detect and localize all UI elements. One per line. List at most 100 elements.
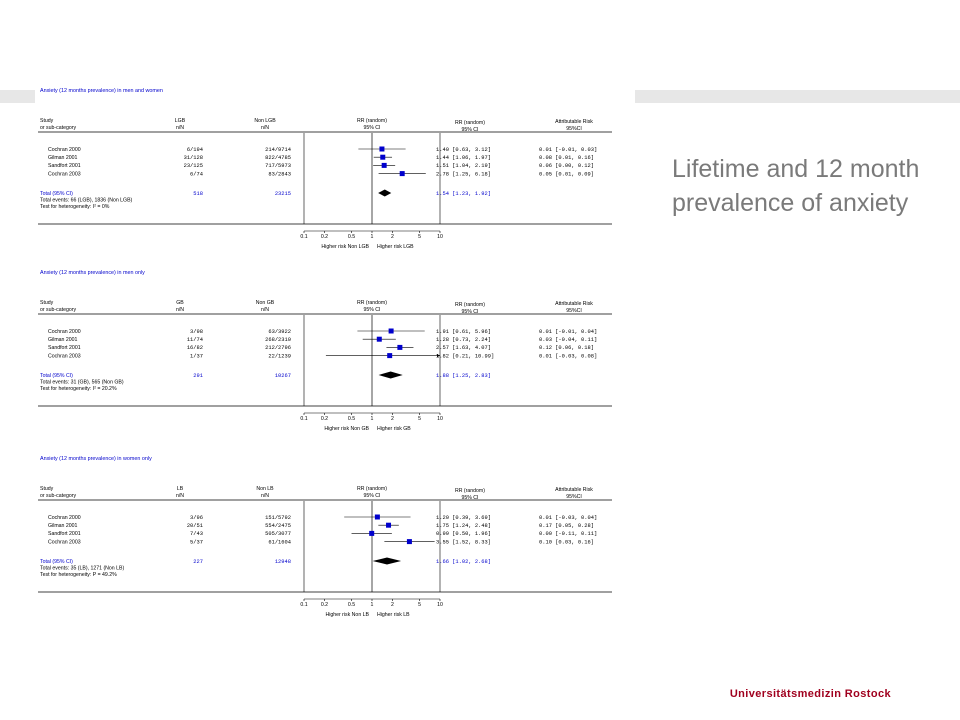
forest-3-study-group: 3/96 [190,515,203,521]
forest-1-study-group: 31/128 [184,155,203,161]
forest-3-study-point [369,530,375,536]
forest-2-study-rr-text: 1.82 [0.21, 10.99] [436,353,494,359]
forest-1-study-rr-text: 1.51 [1.04, 2.19] [436,163,491,169]
forest-2-study-ar-text: 0.01 [-0.03, 0.08] [539,353,597,359]
forest-1-header-group-nn: n/N [176,125,184,131]
forest-3-header-group-nn: n/N [176,493,184,499]
forest-2-study-control: 63/3922 [268,329,291,335]
forest-1-study-group: 6/74 [190,171,203,177]
forest-1-study-rr-text: 2.78 [1.25, 6.18] [436,171,491,177]
forest-1-study-ar-text: 0.05 [0.01, 0.09] [539,171,594,177]
forest-2-study-point [388,328,394,334]
forest-3-header-control-nn: n/N [261,493,269,499]
forest-3-x-tick-label: 1 [371,602,374,608]
forest-2-total-label: Total (95% CI) [40,373,73,379]
forest-2-total-rr-text: 1.88 [1.25, 2.83] [436,373,491,379]
forest-3-total-rr-text: 1.66 [1.02, 2.68] [436,559,491,565]
forest-1-study-control: 822/4785 [265,155,291,161]
forest-1-header-group: LGB [175,118,186,124]
forest-1-x-tick-label: 1 [371,234,374,240]
forest-2-x-tick-label: 0.5 [348,416,355,422]
forest-2-study-point [376,336,382,342]
forest-3-study-rr-text: 3.55 [1.52, 8.33] [436,539,491,545]
forest-2-title: Anxiety (12 months prevalence) in men on… [40,270,145,276]
forest-2-header-ar-ci: 95%CI [566,308,582,314]
forest-1-axis-label-right: Higher risk LGB [377,244,414,250]
forest-1-events-text: Total events: 66 (LGB), 1836 (Non LGB) [40,197,133,203]
forest-1-study-ar-text: 0.06 [0.00, 0.12] [539,163,594,169]
forest-2-study-rr-text: 2.57 [1.63, 4.07] [436,345,491,351]
forest-1-study-point [381,162,387,168]
forest-3-x-tick-label: 5 [418,602,421,608]
forest-1-heterogeneity-text: Test for heterogeneity: I² = 0% [40,204,110,210]
forest-1-study-name: Cochran 2003 [48,171,81,177]
forest-3-study-rr-text: 0.99 [0.50, 1.96] [436,531,491,537]
forest-3-heterogeneity-text: Test for heterogeneity: P = 49.2% [40,572,117,578]
forest-3-header-plot-ci: 95% CI [363,493,380,499]
forest-2-study-control: 268/2310 [265,337,291,343]
forest-1-study-control: 83/2843 [268,171,291,177]
forest-1-header-subcategory: or sub-category [40,125,76,131]
forest-1-study-point [399,171,405,177]
forest-1-title: Anxiety (12 months prevalence) in men an… [40,88,163,94]
forest-3-header-study: Study [40,486,54,492]
forest-3-axis-label-right: Higher risk LB [377,612,410,618]
forest-3-study-name: Gilman 2001 [48,523,78,529]
forest-2-header-ar: Attributable Risk [555,301,593,307]
forest-2-x-tick-label: 0.2 [321,416,328,422]
forest-3-total-control: 12948 [275,559,291,565]
forest-1-study-group: 6/194 [187,147,203,153]
forest-2-study-point [387,353,393,359]
forest-3-study-control: 505/3077 [265,531,291,537]
forest-1-header-rr: RR (random) [455,120,485,126]
forest-2-study-control: 212/2796 [265,345,291,351]
forest-3-header-group: LB [177,486,184,492]
forest-2-header-subcategory: or sub-category [40,307,76,313]
forest-1-total-rr-text: 1.54 [1.23, 1.92] [436,191,491,197]
forest-1-x-tick-label: 0.2 [321,234,328,240]
forest-3-study-name: Sandfort 2001 [48,531,81,537]
forest-3-x-tick-label: 0.2 [321,602,328,608]
forest-2-study-ar-text: 0.12 [0.06, 0.18] [539,345,594,351]
header-band-left [0,90,35,103]
forest-2-total-diamond [378,371,403,379]
forest-1-header-rr-ci: 95% CI [461,127,478,133]
forest-3-header-rr-ci: 95% CI [461,495,478,501]
forest-3-x-tick-label: 0.1 [300,602,307,608]
forest-1-x-tick-label: 2 [391,234,394,240]
forest-3-study-name: Cochran 2003 [48,539,81,545]
forest-3-study-control: 151/5792 [265,515,291,521]
forest-1-study-name: Sandfort 2001 [48,163,81,169]
forest-2-header-plot-ci: 95% CI [363,307,380,313]
forest-2-study-group: 3/98 [190,329,203,335]
forest-2-study-name: Sandfort 2001 [48,345,81,351]
forest-3-study-rr-text: 1.75 [1.24, 2.48] [436,523,491,529]
forest-1-study-control: 214/9714 [265,147,291,153]
forest-1-header-plot-ci: 95% CI [363,125,380,131]
forest-3-study-ar-text: 0.17 [0.05, 0.28] [539,523,594,529]
forest-2-study-group: 1/37 [190,353,203,359]
forest-3-x-tick-label: 10 [437,602,443,608]
forest-2-heterogeneity-text: Test for heterogeneity: I² = 20.2% [40,386,117,392]
forest-1-total-group: 518 [193,191,203,197]
forest-3-header-control: Non LB [256,486,274,492]
forest-2-x-tick-label: 5 [418,416,421,422]
forest-2-header-group: GB [176,300,184,306]
forest-2-x-tick-label: 1 [371,416,374,422]
header-band-right [635,90,960,103]
forest-2-study-rr-text: 1.28 [0.73, 2.24] [436,337,491,343]
forest-3-study-name: Cochran 2000 [48,515,81,521]
forest-2-study-point [397,344,403,350]
forest-3-total-group: 227 [193,559,203,565]
forest-3-study-control: 554/2475 [265,523,291,529]
forest-3-header-ar-ci: 95%CI [566,494,582,500]
forest-2-study-name: Cochran 2000 [48,329,81,335]
forest-1-study-group: 23/125 [184,163,203,169]
forest-2-study-name: Gilman 2001 [48,337,78,343]
forest-3-events-text: Total events: 35 (LB), 1271 (Non LB) [40,565,124,571]
forest-2-header-rr: RR (random) [455,302,485,308]
forest-1-total-control: 23215 [275,191,291,197]
forest-2-study-control: 22/1239 [268,353,291,359]
forest-3-header-subcategory: or sub-category [40,493,76,499]
